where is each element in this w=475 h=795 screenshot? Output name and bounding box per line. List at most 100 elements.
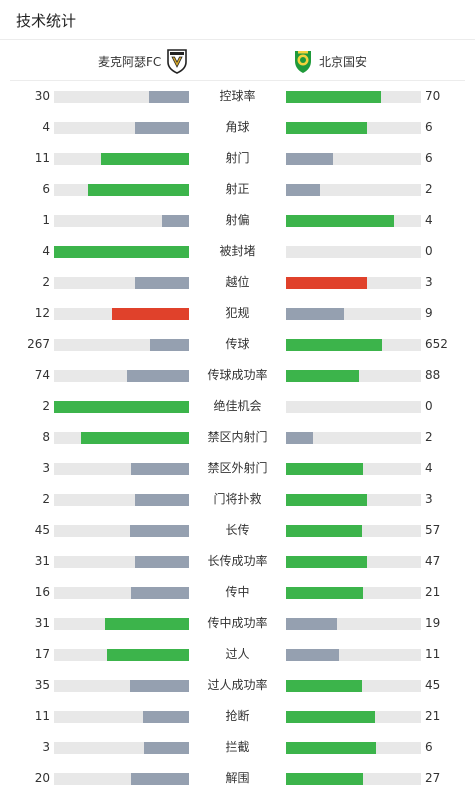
away-stat-bar [286, 432, 421, 444]
page-title: 技术统计 [16, 12, 77, 30]
away-stat-bar [286, 742, 421, 754]
home-stat-bar-fill [129, 525, 189, 537]
stat-row: 45 长传 57 [0, 515, 475, 546]
home-team[interactable]: 麦克阿瑟FC [98, 48, 188, 74]
home-stat-value: 3 [42, 740, 50, 754]
stat-row: 2 越位 3 [0, 267, 475, 298]
home-stat-value: 45 [34, 523, 50, 537]
home-stat-value: 20 [34, 771, 50, 785]
home-stat-bar-fill [87, 184, 189, 196]
team-header: 麦克阿瑟FC 北京国安 [10, 41, 465, 81]
away-stat-value: 0 [425, 244, 433, 258]
away-stat-value: 19 [425, 616, 441, 630]
home-stat-value: 4 [42, 244, 50, 258]
away-stat-bar [286, 773, 421, 785]
home-stat-bar [54, 587, 189, 599]
away-team[interactable]: 北京国安 [292, 48, 367, 74]
home-stat-bar [54, 649, 189, 661]
away-stat-bar-fill [286, 91, 381, 103]
beijing-guoan-crest-icon [292, 48, 314, 74]
home-stat-bar [54, 773, 189, 785]
stat-label: 射门 [225, 151, 250, 165]
away-stat-bar-fill [286, 277, 367, 289]
away-stat-value: 6 [425, 151, 433, 165]
home-stat-bar-fill [129, 680, 189, 692]
stat-label: 越位 [225, 275, 250, 289]
away-stat-value: 57 [425, 523, 441, 537]
away-stat-value: 47 [425, 554, 441, 568]
away-stat-value: 6 [425, 120, 433, 134]
away-stat-bar [286, 680, 421, 692]
stat-row: 74 传球成功率 88 [0, 360, 475, 391]
stat-label: 过人成功率 [207, 678, 268, 692]
home-stat-value: 4 [42, 120, 50, 134]
stat-label: 绝佳机会 [213, 399, 262, 413]
home-stat-bar-fill [112, 308, 189, 320]
home-stat-value: 3 [42, 461, 50, 475]
home-stat-bar [54, 370, 189, 382]
away-stat-bar-fill [286, 215, 394, 227]
away-team-name: 北京国安 [319, 54, 368, 69]
stat-label: 长传成功率 [207, 554, 268, 568]
away-stat-value: 11 [425, 647, 441, 661]
stat-row: 2 绝佳机会 0 [0, 391, 475, 422]
stat-row: 16 传中 21 [0, 577, 475, 608]
home-stat-bar-fill [149, 339, 189, 351]
home-stat-bar [54, 742, 189, 754]
home-stat-bar [54, 556, 189, 568]
stat-label: 射偏 [225, 213, 250, 227]
away-stat-bar-fill [286, 618, 338, 630]
away-stat-bar [286, 308, 421, 320]
stat-label: 传中 [225, 585, 250, 599]
stat-label: 禁区内射门 [207, 430, 268, 444]
home-team-name: 麦克阿瑟FC [98, 54, 162, 69]
home-stat-bar [54, 618, 189, 630]
home-stat-bar-fill [135, 122, 189, 134]
stat-row: 20 解围 27 [0, 763, 475, 794]
home-stat-value: 2 [42, 399, 50, 413]
away-stat-value: 3 [425, 492, 433, 506]
home-stat-bar-fill [135, 556, 189, 568]
away-stat-value: 21 [425, 585, 441, 599]
stat-label: 门将扑救 [213, 492, 262, 506]
away-stat-bar-fill [286, 711, 376, 723]
away-stat-value: 3 [425, 275, 433, 289]
away-stat-value: 4 [425, 461, 433, 475]
stat-row: 8 禁区内射门 2 [0, 422, 475, 453]
home-stat-bar [54, 91, 189, 103]
home-stat-bar-fill [148, 91, 189, 103]
away-stat-bar-fill [286, 432, 313, 444]
away-stat-value: 45 [425, 678, 441, 692]
away-stat-value: 652 [425, 337, 448, 351]
home-stat-bar-fill [81, 432, 189, 444]
home-stat-bar [54, 494, 189, 506]
stats-header: 技术统计 [0, 0, 475, 40]
away-stat-bar [286, 277, 421, 289]
home-stat-bar [54, 680, 189, 692]
away-stat-value: 27 [425, 771, 441, 785]
home-stat-bar [54, 215, 189, 227]
stat-row: 267 传球 652 [0, 329, 475, 360]
away-stat-bar [286, 618, 421, 630]
home-stat-value: 11 [34, 709, 50, 723]
stat-row: 4 被封堵 0 [0, 236, 475, 267]
away-stat-value: 2 [425, 182, 433, 196]
stat-row: 17 过人 11 [0, 639, 475, 670]
stat-label: 解围 [225, 771, 250, 785]
stat-row: 31 长传成功率 47 [0, 546, 475, 577]
stat-label: 传球成功率 [207, 368, 268, 382]
stat-label: 被封堵 [219, 244, 256, 258]
home-stat-value: 12 [34, 306, 50, 320]
away-stat-value: 4 [425, 213, 433, 227]
away-stat-bar-fill [286, 773, 363, 785]
home-stat-bar-fill [143, 711, 189, 723]
stat-row: 3 禁区外射门 4 [0, 453, 475, 484]
away-stat-bar [286, 215, 421, 227]
stat-row: 12 犯规 9 [0, 298, 475, 329]
stat-label: 控球率 [219, 89, 256, 103]
away-stat-bar [286, 587, 421, 599]
home-stat-value: 6 [42, 182, 50, 196]
home-stat-bar-fill [144, 742, 189, 754]
away-stat-bar-fill [286, 494, 367, 506]
home-stat-bar [54, 184, 189, 196]
